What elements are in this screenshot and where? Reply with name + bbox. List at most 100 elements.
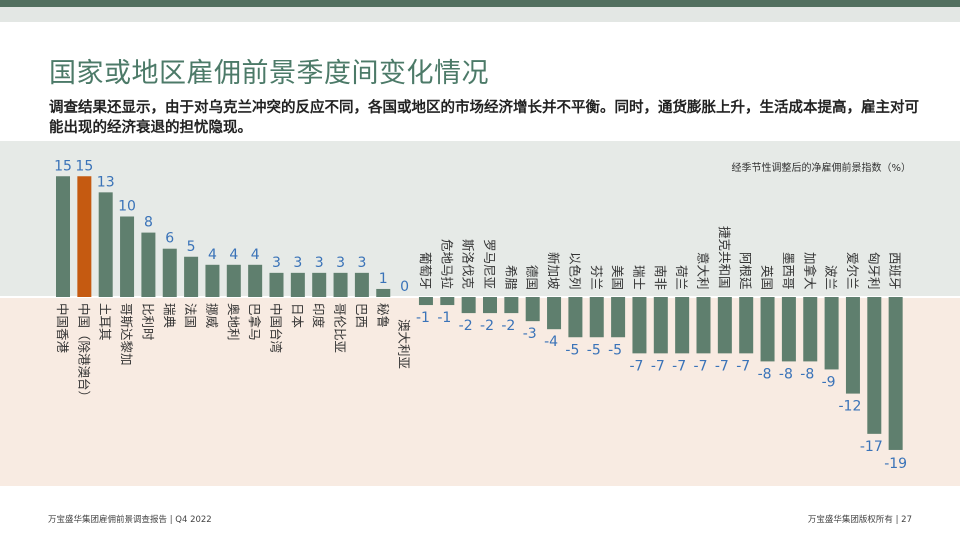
- category-label: 墨西哥: [781, 252, 796, 290]
- data-label: -1: [437, 310, 451, 326]
- bar: [504, 297, 519, 314]
- bar: [675, 297, 690, 354]
- bar: [162, 248, 177, 297]
- category-label: 奥地利: [226, 303, 241, 341]
- data-label: -4: [544, 334, 558, 350]
- bar: [56, 176, 70, 297]
- data-label: 13: [97, 174, 115, 190]
- bar: [653, 297, 668, 354]
- bar: [312, 272, 327, 297]
- category-label: 南非: [653, 265, 668, 290]
- bar: [824, 297, 839, 370]
- page-title: 国家或地区雇佣前景季度间变化情况: [49, 58, 489, 89]
- data-label: -8: [800, 366, 814, 382]
- bar: [141, 232, 156, 297]
- category-label: 中国（除港澳台）: [76, 303, 91, 403]
- category-label: 芬兰: [589, 265, 604, 290]
- category-label: 以色列: [567, 252, 582, 290]
- bar: [376, 288, 391, 297]
- bars-group: 15中国香港15中国（除港澳台）13土耳其10哥斯达黎加8比利时6瑞典5法国4挪…: [54, 158, 907, 472]
- data-label: 0: [400, 279, 409, 295]
- data-label: -5: [608, 342, 622, 358]
- data-label: 10: [118, 199, 136, 215]
- category-label: 挪威: [204, 303, 219, 329]
- bar-chart-svg: 经季节性调整后的净雇佣前景指数（%） 15中国香港15中国（除港澳台）13土耳其…: [0, 141, 960, 486]
- category-label: 荷兰: [674, 265, 689, 290]
- bar: [77, 176, 92, 297]
- bar: [888, 297, 903, 450]
- category-label: 瑞典: [162, 303, 177, 328]
- category-label: 捷克共和国: [717, 226, 732, 289]
- category-label: 西班牙: [888, 252, 903, 290]
- bar: [269, 272, 284, 297]
- bar: [547, 297, 562, 330]
- bar: [98, 192, 113, 297]
- bar: [760, 297, 775, 362]
- bar: [867, 297, 882, 434]
- category-label: 哥伦比亚: [333, 303, 348, 353]
- category-label: 哥斯达黎加: [119, 303, 134, 366]
- category-label: 葡萄牙: [418, 252, 433, 290]
- bar: [440, 297, 455, 306]
- data-label: -3: [523, 326, 537, 342]
- bar: [248, 264, 263, 297]
- category-label: 中国台湾: [269, 303, 284, 353]
- category-label: 加拿大: [802, 252, 817, 290]
- category-label: 比利时: [140, 303, 155, 341]
- bar: [184, 256, 199, 297]
- data-label: -5: [587, 342, 601, 358]
- category-label: 危地马拉: [439, 239, 454, 290]
- category-label: 美国: [610, 265, 625, 290]
- data-label: -7: [629, 358, 643, 374]
- bar: [803, 297, 818, 362]
- bar: [483, 297, 497, 314]
- bar: [290, 272, 305, 297]
- bar: [589, 297, 604, 338]
- footer-report-name: 万宝盛华集团雇佣前景调查报告 | Q4 2022: [48, 515, 212, 525]
- data-label: -17: [860, 439, 883, 455]
- category-label: 土耳其: [98, 303, 113, 341]
- category-label: 日本: [290, 303, 305, 329]
- data-label: -9: [822, 374, 836, 390]
- bar: [717, 297, 732, 354]
- data-label: -19: [884, 456, 907, 472]
- bar: [568, 297, 583, 338]
- data-label: 4: [251, 247, 260, 263]
- category-label: 巴西: [354, 303, 369, 328]
- data-label: 3: [357, 255, 366, 271]
- bar: [226, 264, 241, 297]
- bar: [354, 272, 369, 297]
- data-label: -2: [459, 318, 473, 334]
- category-label: 瑞士: [631, 265, 646, 290]
- y-axis-label: 经季节性调整后的净雇佣前景指数（%）: [731, 161, 911, 174]
- top-accent-bar: [0, 0, 960, 7]
- bar: [696, 297, 711, 354]
- data-label: -7: [694, 358, 708, 374]
- bar: [525, 297, 540, 322]
- bar: [120, 216, 135, 297]
- bar: [205, 264, 220, 297]
- data-label: 3: [272, 255, 281, 271]
- bar: [845, 297, 860, 394]
- category-label: 中国香港: [55, 303, 70, 354]
- category-label: 秘鲁: [375, 303, 390, 328]
- data-label: 6: [165, 231, 174, 247]
- category-label: 法国: [183, 303, 198, 328]
- data-label: 3: [336, 255, 345, 271]
- page-subtitle: 调查结果还显示，由于对乌克兰冲突的反应不同，各国或地区的市场经济增长并不平衡。同…: [49, 100, 919, 136]
- bar: [461, 297, 476, 314]
- category-label: 印度: [311, 303, 326, 329]
- data-label: 3: [293, 255, 302, 271]
- data-label: 4: [229, 247, 238, 263]
- negative-background: [0, 297, 960, 486]
- positive-background: [0, 141, 960, 297]
- top-accent-band: [0, 7, 960, 22]
- category-label: 爱尔兰: [845, 252, 860, 290]
- data-label: -7: [715, 358, 729, 374]
- category-label: 巴拿马: [247, 303, 262, 341]
- category-label: 阿根廷: [738, 252, 753, 290]
- data-label: -5: [565, 342, 579, 358]
- bar: [632, 297, 647, 354]
- data-label: -2: [480, 318, 494, 334]
- data-label: 15: [75, 158, 93, 174]
